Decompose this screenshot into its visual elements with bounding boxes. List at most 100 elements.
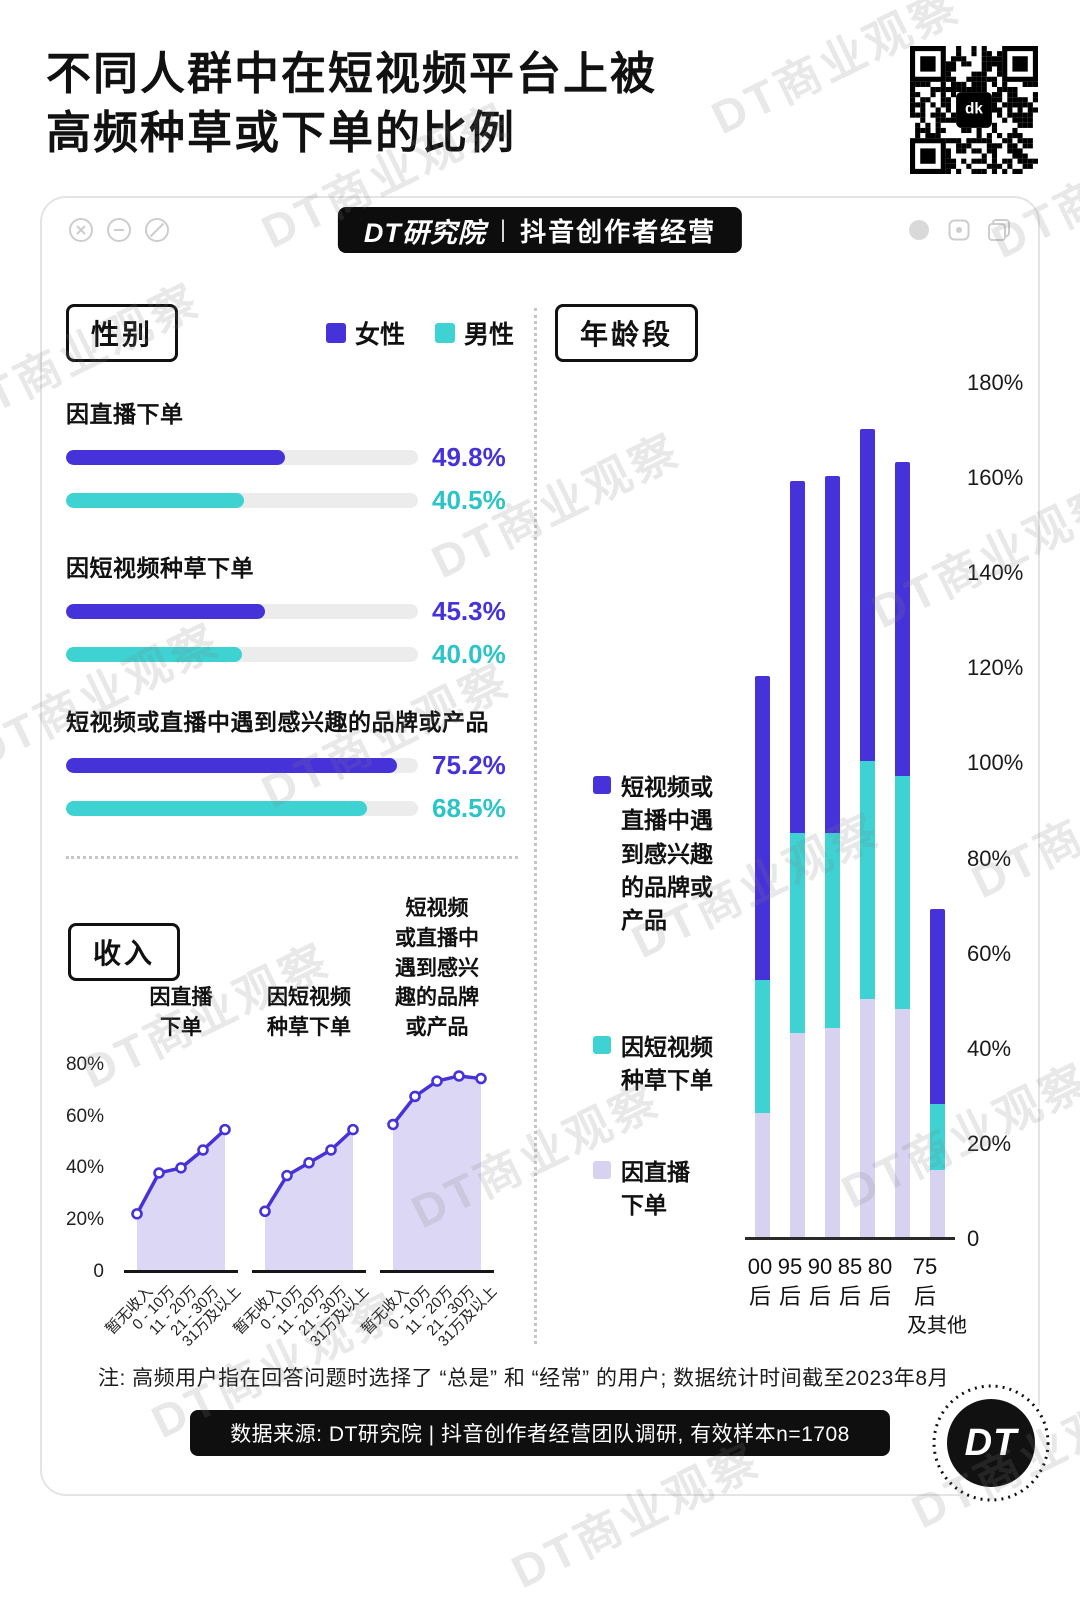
window-titlebar: DT研究院 | 抖音创作者经营 — [42, 198, 1038, 262]
bar-value-male: 68.5% — [432, 793, 506, 823]
gender-group-title: 因短视频种草下单 — [66, 555, 254, 581]
gender-group-video: 因短视频种草下单 45.3% 40.0% — [66, 549, 518, 670]
dt-logo-text: DT — [964, 1421, 1018, 1464]
age-section: 年龄段 短视频或 直播中遇 到感兴趣 的品牌或 产品 因短视频 种草下单 因直播… — [555, 304, 1023, 1344]
badge-separator: | — [499, 216, 507, 243]
bar-row-female: 45.3% — [66, 596, 518, 627]
income-x-labels: 暂无收入 0 - 10万 11 - 20万 21 - 30万 31万及以上 — [102, 1283, 245, 1351]
age-legend-live: 因直播 下单 — [593, 1156, 690, 1223]
bar-value-male: 40.5% — [432, 485, 506, 515]
legend-item-male: 男性 — [434, 315, 514, 351]
window-close-icon[interactable] — [68, 217, 94, 243]
bar-track — [66, 647, 418, 662]
svg-text:dk: dk — [965, 101, 983, 118]
bar-value-male: 40.0% — [432, 639, 506, 669]
income-section-label: 收入 — [68, 923, 181, 981]
page-title-line2: 高频种草或下单的比例 — [46, 107, 517, 159]
page-header: 不同人群中在短视频平台上被 高频种草或下单的比例 dk — [0, 0, 1080, 192]
income-section: 收入 80% 60% 40% 20% 0 因直播 下单 暂无收入 0 - 10万 11 - … — [66, 883, 518, 1363]
age-bar — [885, 384, 920, 1237]
bar-row-male: 40.5% — [66, 485, 518, 516]
bar-track — [66, 758, 418, 773]
legend-swatch-cyan — [593, 1036, 611, 1054]
income-chart-title: 短视频 或直播中 遇到感兴 趣的品牌 或产品 — [395, 896, 479, 1040]
header-badge: DT研究院 | 抖音创作者经营 — [337, 207, 743, 253]
income-chart-panel-live: 因直播 下单 暂无收入 0 - 10万 11 - 20万 21 - 30万 31万及以上 — [102, 883, 245, 1363]
bar-value-female: 45.3% — [432, 596, 506, 626]
income-line-chart — [124, 1123, 238, 1273]
age-section-label: 年龄段 — [555, 304, 699, 362]
page-title: 不同人群中在短视频平台上被 高频种草或下单的比例 — [46, 44, 657, 163]
age-bar — [815, 384, 850, 1237]
source-bar: 数据来源: DT研究院 | 抖音创作者经营团队调研, 有效样本n=1708 — [190, 1410, 890, 1456]
age-bars — [745, 384, 955, 1240]
footnote: 注: 高频用户指在回答问题时选择了 “总是” 和 “经常” 的用户; 数据统计时… — [98, 1367, 950, 1390]
income-x-labels: 暂无收入 0 - 10万 11 - 20万 21 - 30万 31万及以上 — [358, 1283, 501, 1351]
badge-brand: DT研究院 — [363, 217, 486, 248]
income-line-chart — [252, 1123, 366, 1273]
bar-fill-female — [66, 758, 397, 773]
bar-fill-male — [66, 493, 245, 508]
record-icon[interactable] — [906, 217, 932, 243]
income-yaxis-ticks: 80% 60% 40% 20% 0 — [65, 1053, 104, 1282]
bar-track — [66, 604, 418, 619]
legend-item-female: 女性 — [325, 315, 405, 351]
bar-row-female: 75.2% — [66, 750, 518, 781]
age-legend-video: 因短视频 种草下单 — [593, 1031, 713, 1098]
age-legend-label: 因直播 下单 — [621, 1159, 690, 1219]
bar-track — [66, 450, 418, 465]
bar-fill-male — [66, 801, 368, 816]
bar-track — [66, 493, 418, 508]
age-yaxis: 180% 160% 140% 120% 100% 80% 60% 40% 20% 0 — [967, 370, 1024, 1251]
bar-row-female: 49.8% — [66, 442, 518, 473]
income-chart-panel-video: 因短视频 种草下单 暂无收入 0 - 10万 11 - 20万 21 - 30万 31万… — [230, 883, 373, 1363]
income-chart-panel-brand: 短视频 或直播中 遇到感兴 趣的品牌 或产品 暂无收入 0 - 10万 11 - 2… — [358, 883, 501, 1363]
bar-row-male: 40.0% — [66, 639, 518, 670]
age-bar — [780, 384, 815, 1237]
legend-label-female: 女性 — [354, 321, 405, 349]
badge-subtitle: 抖音创作者经营 — [520, 216, 717, 247]
age-xlabels: 00 后 95 后 90 后 85 后 80 后 75 后及其他 — [747, 1254, 967, 1338]
age-bar — [920, 384, 955, 1237]
window-minimize-icon[interactable] — [106, 217, 132, 243]
gender-group-title: 短视频或直播中遇到感兴趣的品牌或产品 — [66, 709, 489, 735]
legend-label-male: 男性 — [463, 321, 514, 349]
income-line-chart — [380, 1070, 494, 1273]
income-charts: 80% 60% 40% 20% 0 因直播 下单 暂无收入 0 - 10万 11 - 20万… — [66, 883, 518, 1363]
card-content: 性别 女性 男性 因直播下单 49.8% — [42, 262, 1038, 1350]
legend-swatch-female — [325, 323, 346, 343]
chart-card: DT研究院 | 抖音创作者经营 性别 女性 — [40, 196, 1052, 1504]
column-divider — [534, 308, 537, 1344]
income-x-labels: 暂无收入 0 - 10万 11 - 20万 21 - 30万 31万及以上 — [230, 1283, 373, 1351]
window-block-icon[interactable] — [144, 217, 170, 243]
age-legend-label: 短视频或 直播中遇 到感兴趣 的品牌或 产品 — [621, 774, 713, 934]
section-divider — [66, 856, 518, 859]
gender-group-brand: 短视频或直播中遇到感兴趣的品牌或产品 75.2% 68.5% — [66, 703, 518, 824]
income-yaxis: 80% 60% 40% 20% 0 — [66, 1053, 110, 1363]
bar-track — [66, 801, 418, 816]
page-title-line1: 不同人群中在短视频平台上被 — [46, 48, 658, 99]
gender-group-live: 因直播下单 49.8% 40.5% — [66, 395, 518, 516]
gender-legend: 女性 男性 — [325, 315, 518, 351]
legend-swatch-male — [434, 323, 455, 343]
dt-logo: DT — [928, 1380, 1054, 1506]
left-column: 性别 女性 男性 因直播下单 49.8% — [66, 304, 518, 1350]
save-icon[interactable] — [946, 217, 972, 243]
window-controls — [68, 217, 170, 243]
legend-swatch-purple — [593, 776, 611, 794]
gender-group-title: 因直播下单 — [66, 401, 184, 427]
bar-fill-female — [66, 450, 286, 465]
legend-swatch-lavender — [593, 1161, 611, 1179]
header-actions — [906, 217, 1012, 243]
age-bar — [850, 384, 885, 1237]
bar-fill-male — [66, 647, 242, 662]
bar-value-female: 75.2% — [432, 750, 506, 780]
qr-code: dk — [910, 46, 1038, 174]
copy-icon[interactable] — [986, 217, 1012, 243]
age-legend-brand: 短视频或 直播中遇 到感兴趣 的品牌或 产品 — [593, 771, 713, 938]
gender-section-label: 性别 — [66, 304, 179, 362]
bar-row-male: 68.5% — [66, 793, 518, 824]
age-legend-label: 因短视频 种草下单 — [621, 1034, 713, 1094]
bar-value-female: 49.8% — [432, 442, 506, 472]
income-chart-title: 因短视频 种草下单 — [267, 986, 351, 1040]
